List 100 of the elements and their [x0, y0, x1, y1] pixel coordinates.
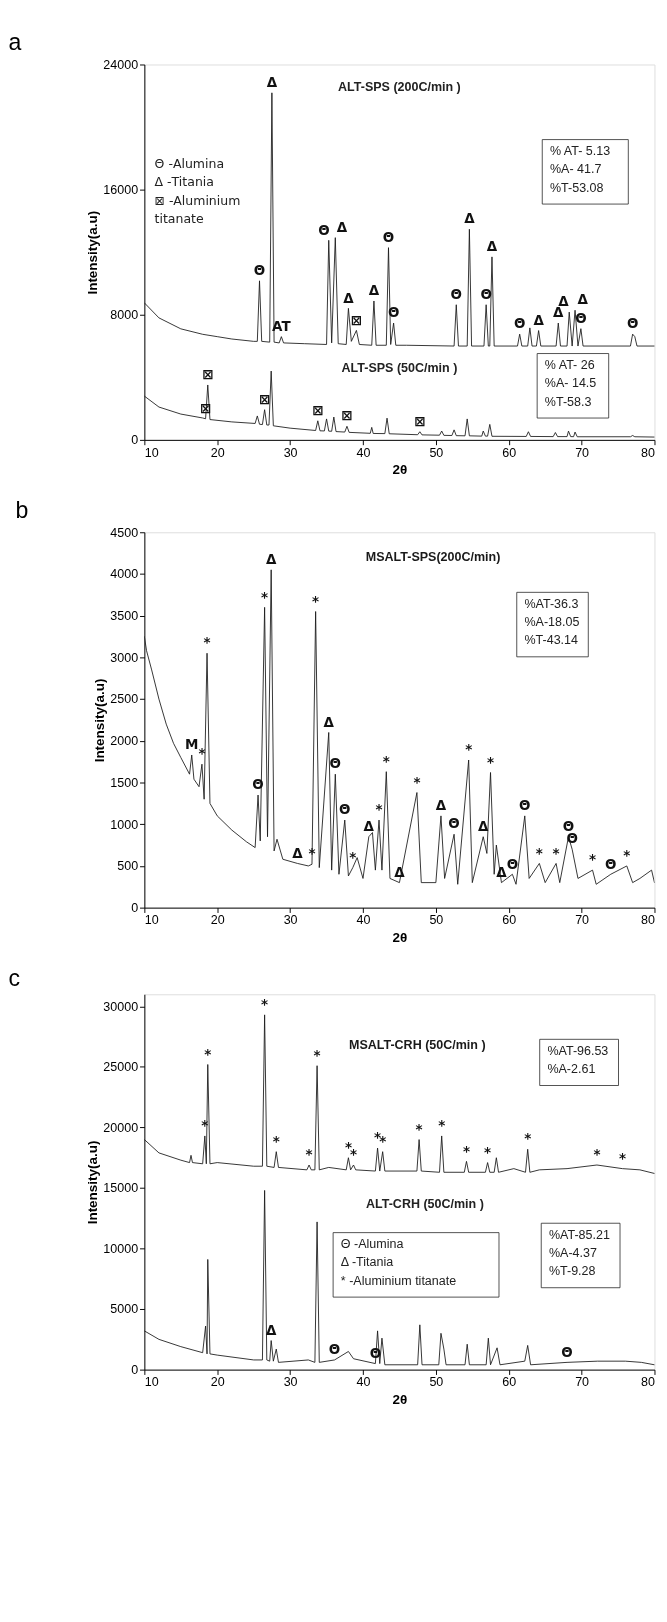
- annotation: Θ: [506, 855, 519, 872]
- annotation: % AT- 5.13 %A- 41.7 %T-53.08: [549, 143, 611, 195]
- annotation: ⊠: [341, 407, 353, 424]
- annotation: *: [308, 845, 316, 862]
- annotation: Θ: [450, 285, 462, 302]
- y-tick-label: 3500: [110, 609, 139, 624]
- x-tick-label: 50: [429, 445, 444, 460]
- annotation: Θ: [561, 1343, 573, 1360]
- y-tick-label: 15000: [103, 1181, 139, 1196]
- annotation: Θ: [382, 228, 395, 245]
- annotation: Δ: [478, 817, 490, 834]
- annotation: ⊠: [202, 366, 214, 383]
- x-tick-label: 70: [575, 913, 590, 928]
- x-tick-label: 60: [502, 445, 517, 460]
- annotation: Δ: [363, 817, 375, 834]
- y-axis-title: Intensity(a.u): [84, 1140, 100, 1225]
- annotation: ALT-SPS (200C/min ): [338, 79, 461, 94]
- annotation: *: [198, 745, 206, 762]
- annotation: *: [552, 844, 560, 861]
- annotation: Θ: [328, 1341, 341, 1358]
- y-tick-label: 4000: [110, 567, 139, 582]
- annotation: Θ: [626, 315, 639, 332]
- annotation: *: [375, 801, 383, 818]
- x-tick-label: 80: [641, 1375, 656, 1390]
- annotation: Δ: [265, 551, 277, 568]
- x-tick-label: 10: [144, 445, 159, 460]
- chart-title: a: [8, 29, 22, 56]
- annotation: Δ: [435, 797, 447, 814]
- annotation: *: [465, 741, 473, 758]
- annotation: ⊠: [414, 412, 426, 429]
- chart-title: c: [8, 964, 21, 991]
- x-tick-label: 20: [210, 913, 225, 928]
- annotation: %AT-36.3 %A-18.05 %T-43.14: [524, 596, 580, 648]
- annotation: Θ: [513, 315, 526, 332]
- annotation: *: [415, 1120, 423, 1137]
- annotation: Δ: [533, 311, 545, 328]
- x-tick-label: 80: [641, 913, 656, 928]
- y-tick-label: 25000: [103, 1060, 139, 1075]
- annotation: Θ: [519, 797, 531, 814]
- annotation: *: [593, 1146, 601, 1163]
- annotation: *: [589, 851, 597, 868]
- annotation: *: [201, 1117, 209, 1134]
- annotation: *: [305, 1146, 313, 1163]
- annotation: *: [261, 996, 269, 1013]
- x-axis-title: 2θ: [392, 1391, 408, 1407]
- y-tick-label: 4500: [110, 525, 139, 540]
- y-tick-label: 20000: [103, 1120, 139, 1135]
- annotation: ⊠: [258, 390, 271, 407]
- annotation: Θ: [318, 221, 330, 238]
- x-axis-title: 2θ: [392, 462, 408, 478]
- annotation: Θ: [253, 262, 266, 279]
- annotation: *: [524, 1130, 532, 1147]
- annotation: Δ: [496, 863, 508, 880]
- annotation: *: [349, 848, 357, 865]
- annotation: *: [382, 752, 390, 769]
- y-tick-label: 3000: [110, 650, 139, 665]
- x-tick-label: 50: [429, 913, 444, 928]
- annotation: *: [484, 1143, 492, 1160]
- line-series: [144, 92, 655, 347]
- annotation: ⊠: [350, 311, 363, 328]
- y-tick-label: 2500: [110, 692, 139, 707]
- annotation: Δ: [577, 291, 589, 308]
- x-tick-label: 30: [283, 445, 298, 460]
- x-tick-label: 30: [283, 913, 298, 928]
- x-axis-title: 2θ: [392, 929, 408, 945]
- annotation: *: [535, 844, 543, 861]
- y-tick-label: 16000: [103, 182, 139, 197]
- x-tick-label: 30: [283, 1375, 298, 1390]
- x-tick-label: 60: [502, 913, 517, 928]
- annotation: *: [312, 592, 320, 609]
- text: MSALT-SPS(200C/min): [365, 549, 501, 564]
- x-tick-label: 60: [502, 1375, 517, 1390]
- x-tick-label: 70: [575, 445, 590, 460]
- y-tick-label: 0: [131, 1362, 139, 1377]
- y-tick-label: 24000: [103, 57, 139, 72]
- text: MSALT-CRH (50C/min ): [348, 1037, 486, 1052]
- x-tick-label: 40: [356, 1375, 371, 1390]
- annotation: Θ: [329, 755, 342, 772]
- annotation: Δ: [394, 863, 406, 880]
- x-tick-label: 20: [210, 445, 225, 460]
- annotation: *: [261, 588, 269, 605]
- x-tick-label: 20: [210, 1375, 225, 1390]
- annotation: Δ: [368, 282, 380, 299]
- y-tick-label: 0: [131, 433, 139, 448]
- annotation: Θ: [387, 304, 400, 321]
- y-tick-label: 8000: [110, 308, 139, 323]
- x-tick-label: 10: [144, 913, 159, 928]
- x-tick-label: 40: [356, 913, 371, 928]
- y-tick-label: 1500: [110, 775, 139, 790]
- x-tick-label: 40: [356, 445, 371, 460]
- line-series: [144, 569, 655, 885]
- line-series: [144, 1189, 655, 1366]
- annotation: Θ: [575, 309, 587, 326]
- annotation: Δ: [343, 289, 355, 306]
- y-tick-label: 2000: [110, 734, 139, 749]
- x-tick-label: 80: [641, 445, 656, 460]
- annotation: %AT-85.21 %A-4.37 %T-9.28: [548, 1227, 610, 1279]
- annotation: *: [413, 773, 421, 790]
- annotation: Δ: [464, 210, 476, 227]
- annotation: %AT-96.53 %A-2.61: [547, 1043, 609, 1076]
